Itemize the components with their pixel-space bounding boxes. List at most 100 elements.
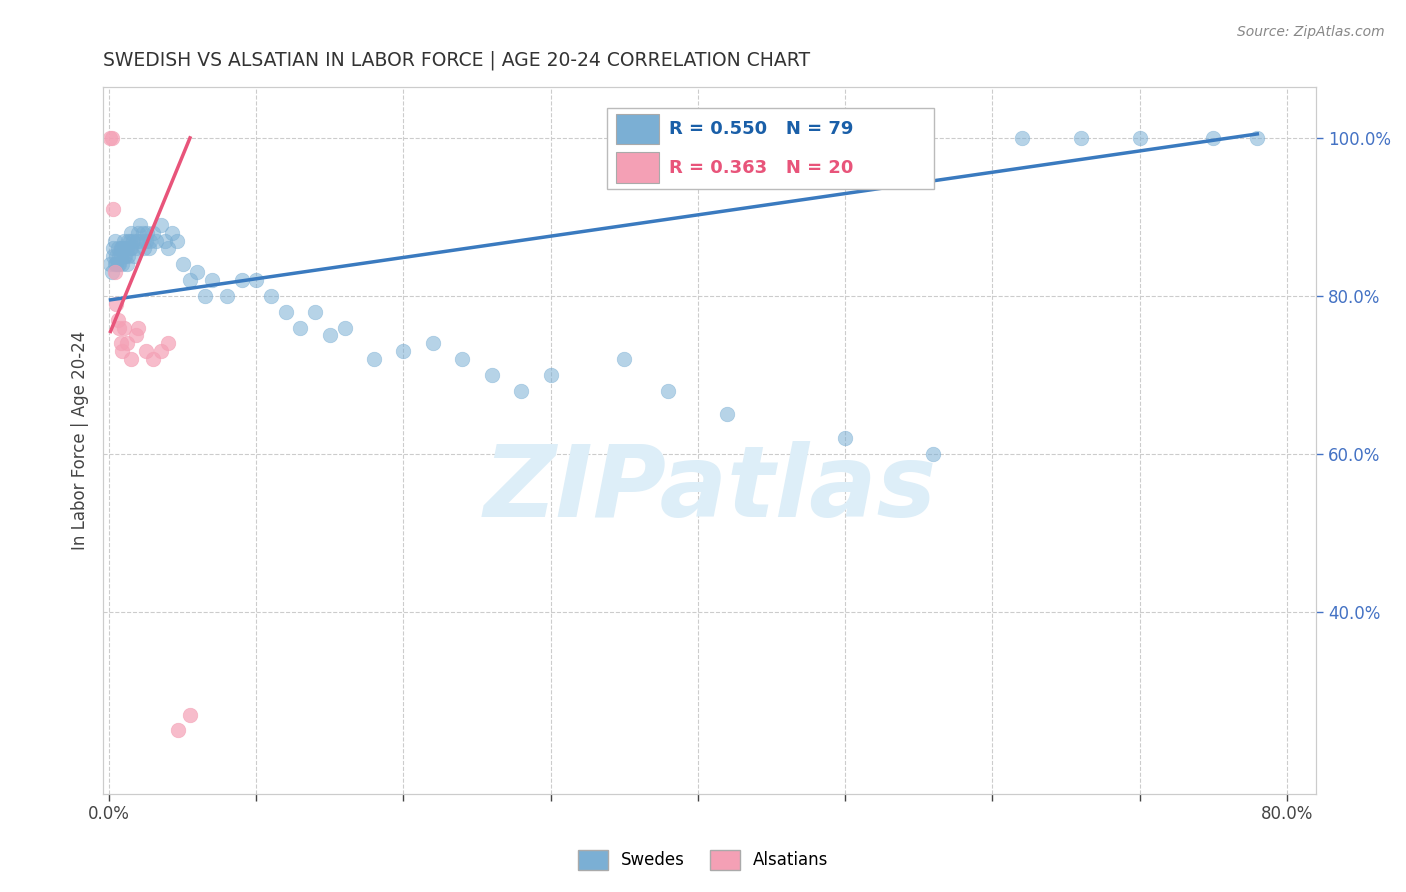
- Point: [156, 242, 179, 256]
- Text: ZIPatlas: ZIPatlas: [484, 442, 936, 538]
- Point: [136, 226, 159, 240]
- Point: [117, 234, 139, 248]
- Point: [108, 257, 131, 271]
- Point: [100, 257, 122, 271]
- Point: [118, 234, 141, 248]
- Point: [245, 273, 267, 287]
- Point: [104, 265, 127, 279]
- Point: [422, 336, 444, 351]
- Point: [510, 384, 533, 398]
- Point: [716, 408, 738, 422]
- Point: [142, 226, 165, 240]
- Point: [111, 344, 134, 359]
- Point: [111, 257, 134, 271]
- Point: [108, 320, 131, 334]
- Point: [149, 218, 172, 232]
- Point: [118, 242, 141, 256]
- Text: Source: ZipAtlas.com: Source: ZipAtlas.com: [1237, 25, 1385, 39]
- Point: [172, 257, 194, 271]
- Point: [104, 234, 127, 248]
- Point: [135, 234, 157, 248]
- Point: [103, 242, 125, 256]
- Point: [115, 257, 138, 271]
- Point: [105, 249, 128, 263]
- Point: [1202, 131, 1225, 145]
- Point: [179, 273, 201, 287]
- Point: [103, 249, 125, 263]
- Point: [834, 431, 856, 445]
- Point: [112, 234, 135, 248]
- Point: [132, 226, 155, 240]
- Point: [107, 312, 129, 326]
- Point: [115, 242, 138, 256]
- Point: [104, 257, 127, 271]
- Point: [107, 242, 129, 256]
- Point: [274, 304, 297, 318]
- Point: [111, 242, 134, 256]
- Point: [1011, 131, 1033, 145]
- Point: [110, 249, 132, 263]
- Y-axis label: In Labor Force | Age 20-24: In Labor Force | Age 20-24: [72, 330, 89, 549]
- Point: [149, 344, 172, 359]
- Point: [135, 344, 157, 359]
- Point: [105, 257, 128, 271]
- Point: [129, 218, 152, 232]
- Point: [110, 336, 132, 351]
- Point: [540, 368, 562, 382]
- Point: [115, 336, 138, 351]
- Point: [142, 352, 165, 367]
- Point: [101, 131, 124, 145]
- Point: [319, 328, 342, 343]
- Point: [117, 249, 139, 263]
- Point: [138, 242, 160, 256]
- Point: [120, 242, 142, 256]
- Point: [110, 242, 132, 256]
- Point: [166, 234, 188, 248]
- Point: [451, 352, 474, 367]
- Point: [304, 304, 326, 318]
- Point: [103, 202, 125, 216]
- Point: [124, 242, 146, 256]
- Point: [613, 352, 636, 367]
- Point: [657, 384, 679, 398]
- Point: [100, 131, 122, 145]
- Point: [121, 234, 143, 248]
- Point: [1246, 131, 1268, 145]
- Point: [194, 289, 217, 303]
- Point: [167, 723, 190, 738]
- Point: [333, 320, 356, 334]
- Point: [120, 226, 142, 240]
- Point: [179, 707, 201, 722]
- Point: [112, 249, 135, 263]
- Point: [134, 242, 156, 256]
- Point: [153, 234, 176, 248]
- Point: [139, 234, 162, 248]
- Point: [156, 336, 179, 351]
- Text: SWEDISH VS ALSATIAN IN LABOR FORCE | AGE 20-24 CORRELATION CHART: SWEDISH VS ALSATIAN IN LABOR FORCE | AGE…: [103, 51, 810, 70]
- Point: [392, 344, 415, 359]
- Point: [201, 273, 224, 287]
- Point: [145, 234, 167, 248]
- Legend: Swedes, Alsatians: Swedes, Alsatians: [571, 843, 835, 877]
- Point: [215, 289, 238, 303]
- Point: [186, 265, 208, 279]
- Point: [101, 265, 124, 279]
- Point: [114, 249, 136, 263]
- Point: [127, 226, 149, 240]
- Point: [108, 249, 131, 263]
- Point: [290, 320, 312, 334]
- Point: [124, 328, 146, 343]
- Point: [1070, 131, 1092, 145]
- Point: [1128, 131, 1150, 145]
- Point: [125, 234, 148, 248]
- Point: [231, 273, 253, 287]
- Point: [363, 352, 385, 367]
- Point: [105, 297, 128, 311]
- Point: [112, 320, 135, 334]
- Point: [260, 289, 283, 303]
- Point: [114, 242, 136, 256]
- Point: [120, 352, 142, 367]
- Point: [127, 320, 149, 334]
- Point: [107, 257, 129, 271]
- Point: [481, 368, 503, 382]
